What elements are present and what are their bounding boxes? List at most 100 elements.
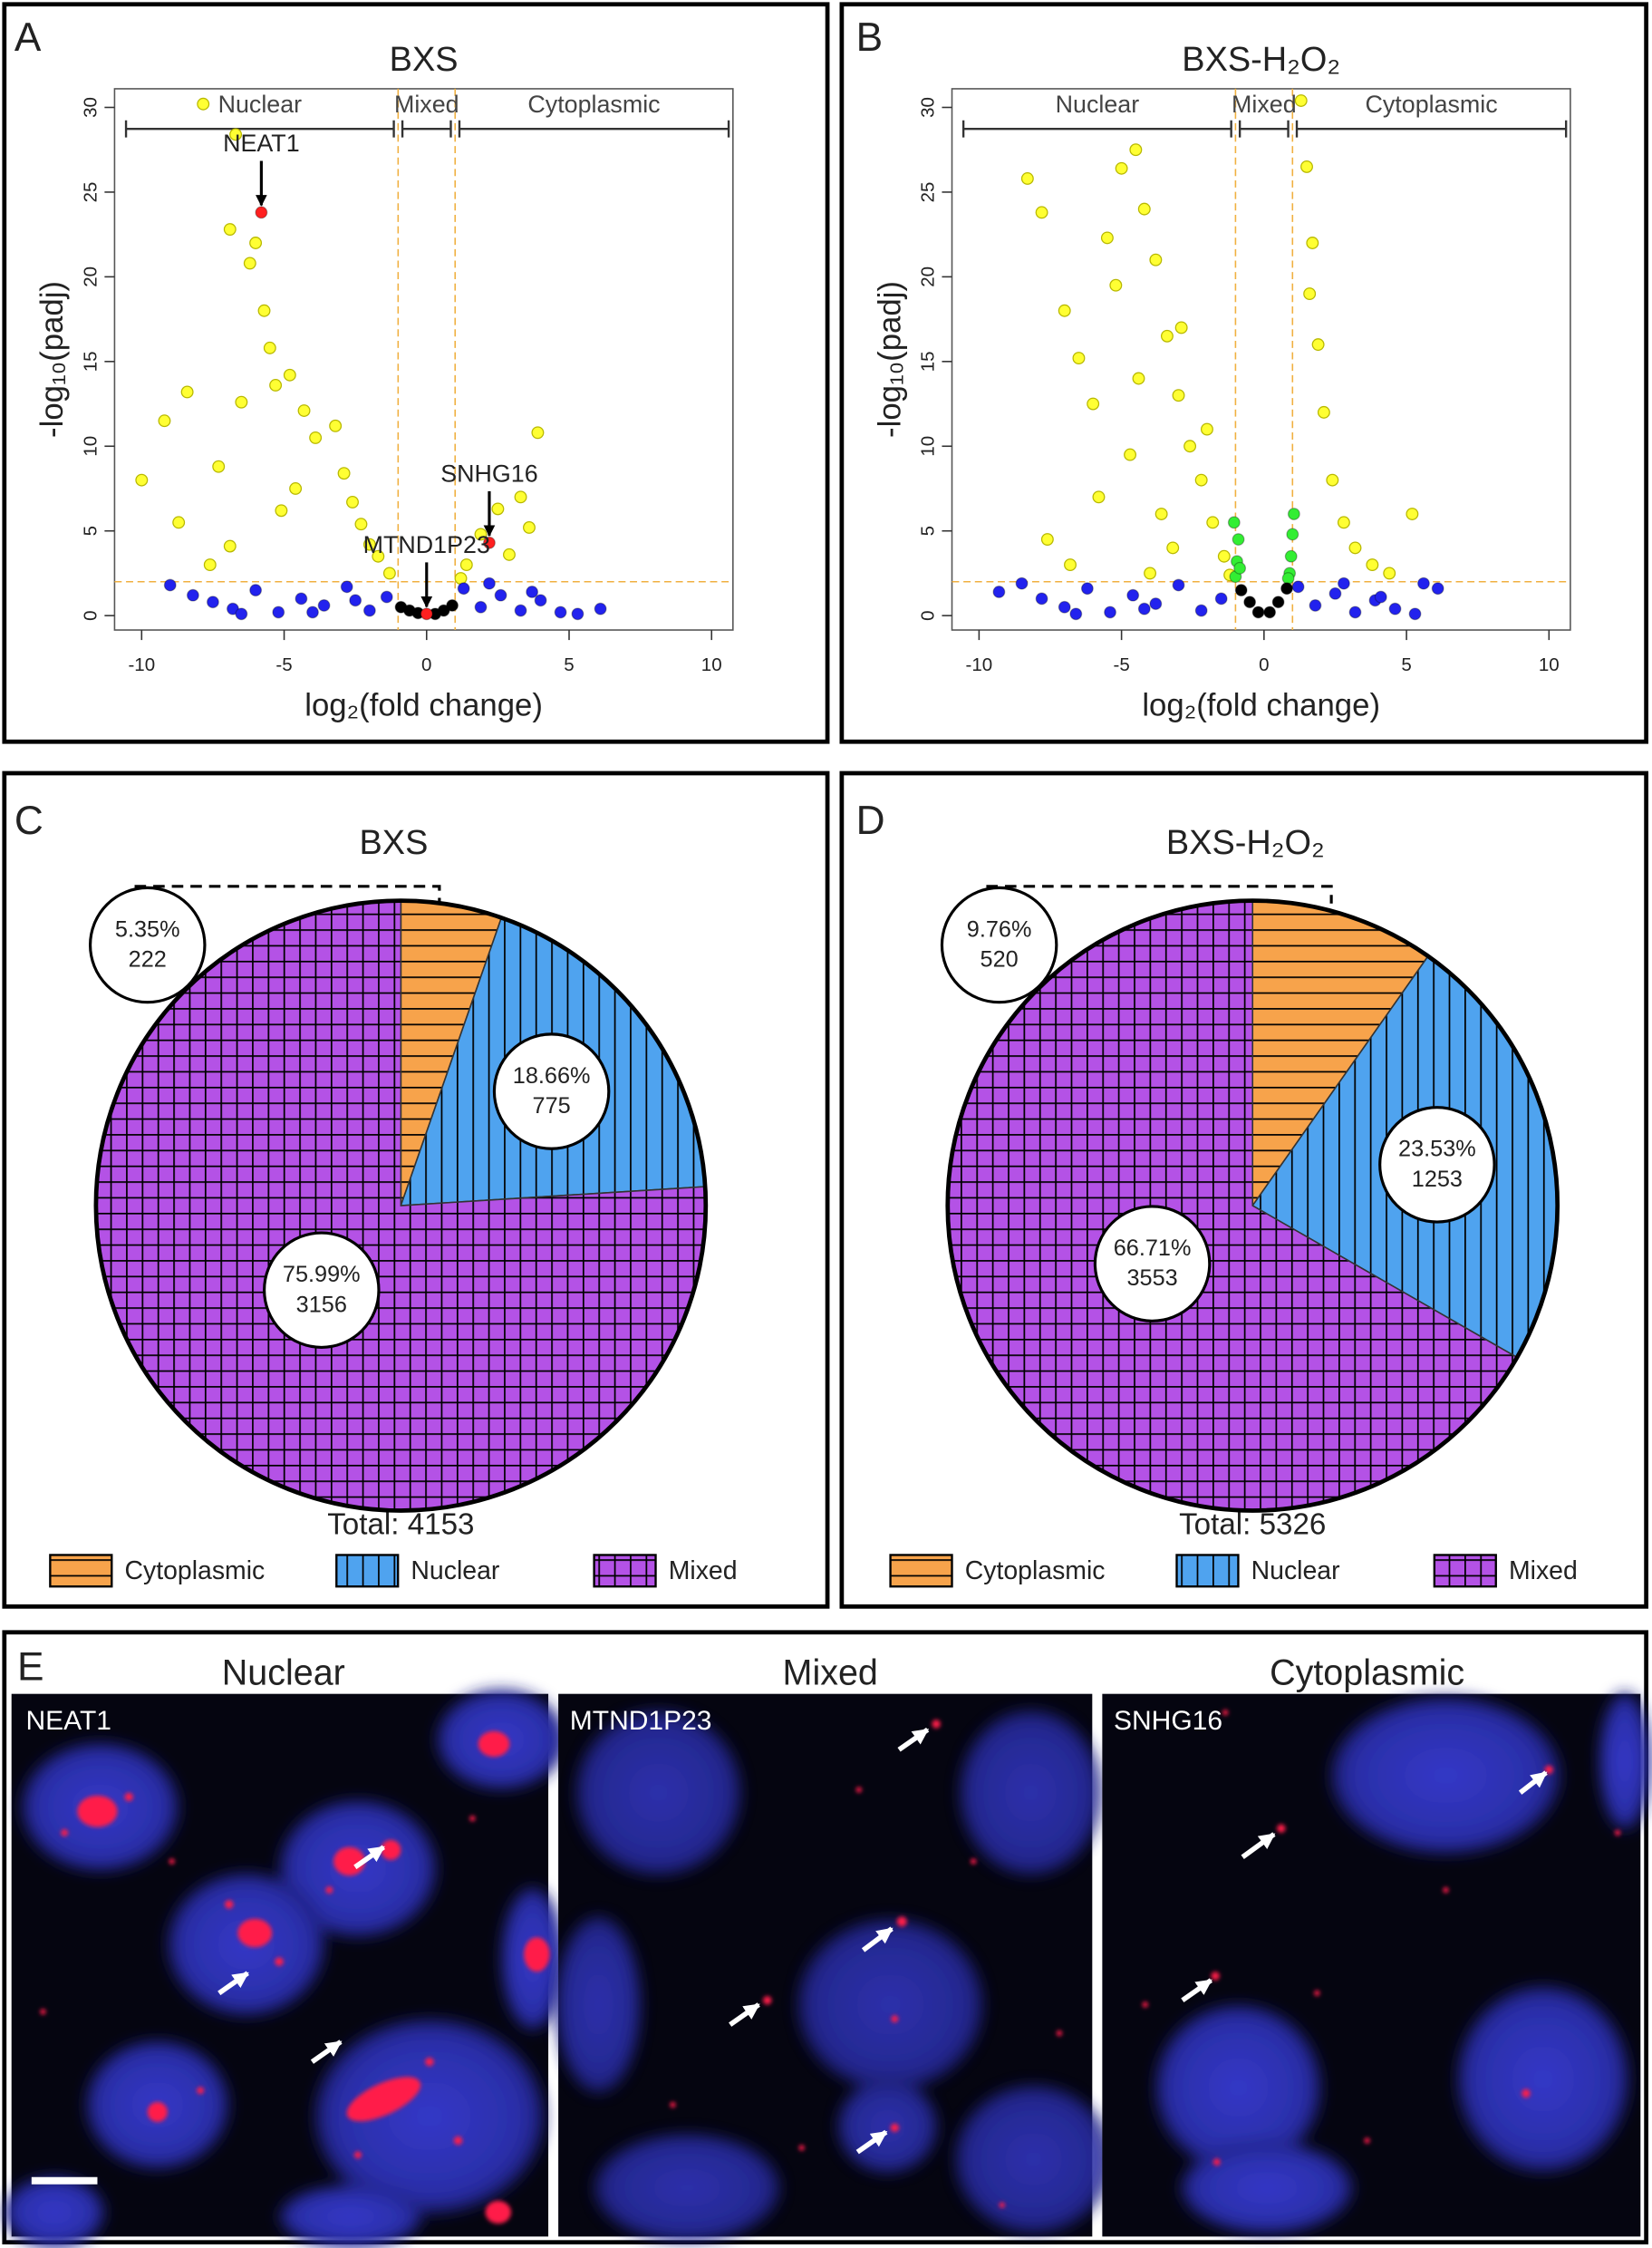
point: [235, 607, 248, 621]
point: [295, 592, 308, 606]
y-tick-label: 15: [918, 351, 939, 372]
callout-line: [986, 885, 1333, 904]
point: [523, 521, 536, 534]
x-tick-label: 0: [1259, 654, 1269, 675]
legend-label: Mixed: [669, 1556, 738, 1585]
point: [1251, 606, 1265, 619]
legend-label: Nuclear: [411, 1556, 499, 1585]
point: [1069, 607, 1083, 621]
point: [1206, 516, 1220, 529]
point: [1154, 508, 1168, 520]
value-label: 18.66%: [513, 1063, 591, 1089]
region-bracket: [961, 120, 1232, 138]
point: [437, 604, 450, 617]
point: [275, 504, 288, 518]
point: [1233, 561, 1247, 575]
count-label: 520: [981, 947, 1019, 973]
point: [594, 602, 607, 615]
point: [1337, 516, 1350, 529]
y-tick-label: 20: [918, 266, 939, 287]
point: [514, 490, 527, 504]
point: [1287, 508, 1300, 520]
point: [1058, 304, 1071, 317]
y-tick-label: 0: [918, 610, 939, 620]
point: [531, 426, 545, 440]
point: [340, 580, 353, 594]
x-tick-label: -5: [1113, 654, 1129, 675]
point: [1374, 590, 1387, 604]
point: [1109, 278, 1123, 292]
x-tick-label: -10: [966, 654, 993, 675]
point: [329, 419, 343, 432]
point: [1087, 397, 1100, 411]
point: [362, 538, 376, 551]
point: [1149, 253, 1163, 266]
point: [212, 460, 226, 473]
point: [306, 606, 319, 619]
region-label: Mixed: [1232, 91, 1297, 118]
point: [1281, 572, 1295, 585]
panel-frame: [839, 770, 1648, 1609]
chart-title: BXS-H₂O₂: [1166, 824, 1325, 862]
micrograph-title: Nuclear: [222, 1653, 345, 1693]
count-label: 1253: [1412, 1167, 1463, 1192]
total-label: Total: 5326: [1179, 1508, 1326, 1542]
point: [1263, 606, 1277, 619]
point: [309, 431, 323, 444]
y-tick-label: 10: [918, 436, 939, 457]
point: [571, 607, 584, 621]
annotation: NEAT1: [223, 130, 300, 157]
region-bracket: [458, 120, 730, 138]
value-label: 23.53%: [1398, 1137, 1476, 1162]
point: [297, 404, 311, 417]
point: [1388, 602, 1402, 615]
micrograph-title: Cytoplasmic: [1270, 1653, 1464, 1693]
point: [135, 473, 149, 487]
legend-swatch: [335, 1554, 400, 1588]
point: [257, 304, 271, 317]
point: [272, 606, 285, 619]
point: [1406, 508, 1419, 520]
point: [372, 549, 385, 563]
point: [1337, 577, 1350, 590]
point: [186, 588, 199, 602]
point: [337, 467, 351, 480]
point: [1015, 577, 1029, 590]
value-badge: [940, 886, 1058, 1004]
point: [1217, 549, 1231, 563]
value-badge: [1378, 1106, 1496, 1224]
point: [249, 237, 263, 249]
y-tick-label: 25: [81, 182, 101, 203]
value-badge: [492, 1032, 611, 1150]
legend-label: Cytoplasmic: [124, 1556, 265, 1585]
chart-title: BXS-H₂O₂: [1182, 41, 1340, 79]
point: [1149, 597, 1163, 611]
point: [1291, 580, 1305, 594]
point: [1408, 607, 1422, 621]
point: [1328, 586, 1342, 600]
point: [1303, 287, 1317, 301]
panel-letter: A: [14, 15, 42, 60]
point: [1280, 582, 1293, 596]
panel-letter: B: [856, 15, 884, 60]
panel-frame: [2, 1630, 1648, 2245]
value-badge: [263, 1231, 381, 1349]
point: [1286, 528, 1299, 541]
point: [1035, 206, 1048, 219]
point: [992, 586, 1006, 598]
point: [263, 341, 276, 354]
point: [1092, 490, 1106, 504]
y-tick-label: 20: [81, 266, 101, 287]
value-label: 66.71%: [1114, 1235, 1192, 1261]
x-tick-label: 10: [701, 654, 722, 675]
point: [1243, 596, 1257, 609]
point: [1232, 533, 1245, 546]
point: [1104, 606, 1116, 619]
x-axis-label: log₂(fold change): [1142, 689, 1380, 723]
plot-frame: [951, 88, 1571, 631]
value-label: 75.99%: [283, 1262, 361, 1287]
region-bracket: [124, 120, 395, 138]
point: [1080, 582, 1094, 596]
value-label: 5.35%: [115, 916, 180, 942]
point: [1132, 372, 1145, 385]
